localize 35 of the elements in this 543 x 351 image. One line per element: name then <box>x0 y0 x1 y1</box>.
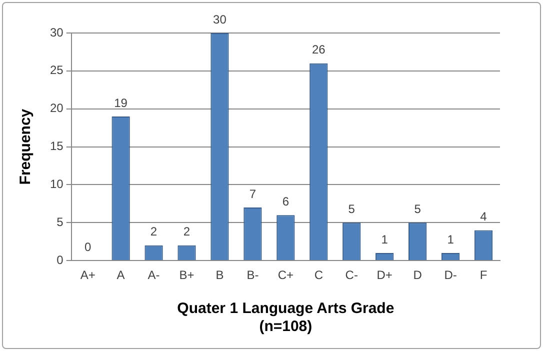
data-label: 26 <box>312 42 326 57</box>
y-tick-label: 15 <box>50 139 64 154</box>
x-tick-label: D- <box>444 268 457 282</box>
data-label: 30 <box>213 12 227 26</box>
y-tick-label: 5 <box>56 214 64 229</box>
y-tick-label: 0 <box>56 252 64 267</box>
data-label: 2 <box>183 224 190 239</box>
data-label: 5 <box>348 202 356 216</box>
data-label: 0 <box>84 240 92 254</box>
y-tick-label: 10 <box>50 177 64 192</box>
data-label: 2 <box>150 224 158 239</box>
data-label: 6 <box>282 194 290 208</box>
data-label: 4 <box>480 210 488 224</box>
y-axis-title: Frequency <box>17 108 34 185</box>
x-tick-label: D <box>413 268 422 282</box>
x-tick-label: F <box>480 268 488 282</box>
y-tick-label: 20 <box>50 101 64 116</box>
x-tick-label: A <box>116 268 125 282</box>
data-label: 1 <box>381 232 388 246</box>
x-tick-label: A- <box>148 268 160 282</box>
data-label: 5 <box>414 202 422 216</box>
x-tick-label: B- <box>246 268 259 282</box>
x-tick-label: A+ <box>80 268 96 282</box>
x-axis-title: Quater 1 Language Arts Grade (n=108) <box>177 300 394 336</box>
x-tick-label: D+ <box>376 268 392 282</box>
x-tick-label: B+ <box>179 268 194 282</box>
x-tick-label: C- <box>345 268 358 282</box>
x-tick-label: B <box>216 268 224 282</box>
y-tick-label: 30 <box>50 25 64 40</box>
x-tick-label: C <box>314 268 324 282</box>
data-label: 1 <box>447 232 454 246</box>
data-label: 19 <box>114 96 128 110</box>
y-tick-label: 25 <box>50 63 64 78</box>
x-tick-label: C+ <box>278 268 294 282</box>
data-label: 7 <box>249 186 256 201</box>
